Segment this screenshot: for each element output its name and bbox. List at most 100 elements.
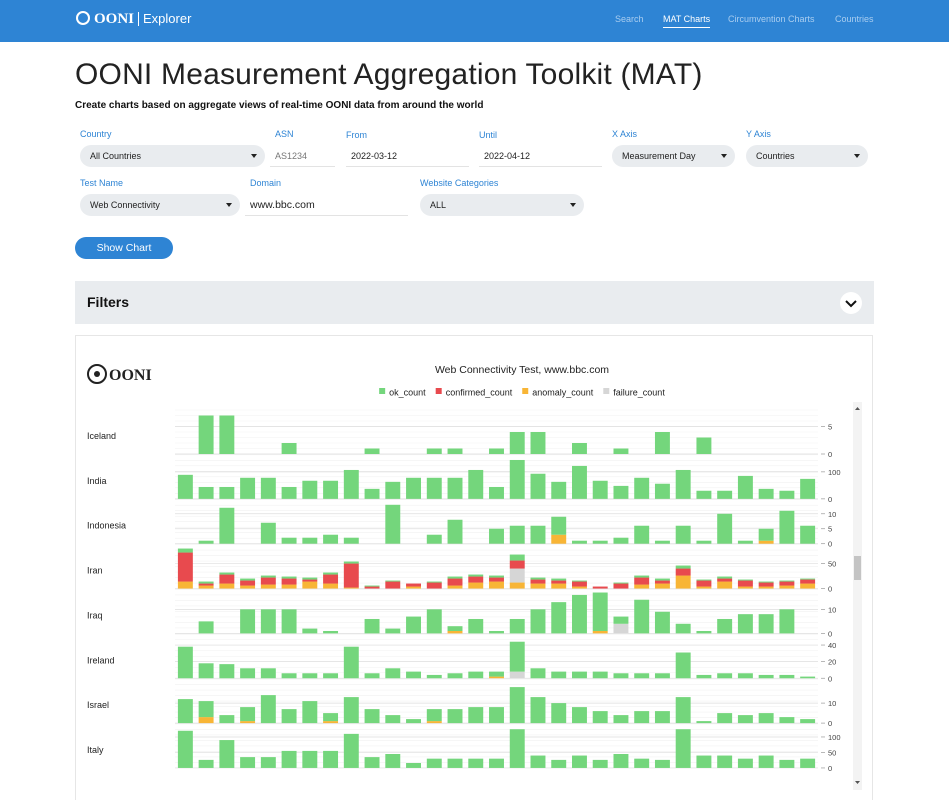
bar-segment <box>530 525 546 544</box>
bar-segment <box>800 525 816 544</box>
legend-label: confirmed_count <box>446 388 513 398</box>
brand[interactable]: OONI <box>94 11 135 27</box>
select[interactable]: Measurement Day <box>612 145 735 167</box>
bar-segment <box>468 469 484 499</box>
filters-panel[interactable]: Filters <box>75 281 874 324</box>
nav-link[interactable]: Search <box>615 14 644 24</box>
bar-segment <box>613 673 629 679</box>
expand-button[interactable] <box>840 292 862 314</box>
bar-segment <box>302 673 318 679</box>
bar-segment <box>447 630 463 634</box>
select[interactable]: ALL <box>420 194 584 216</box>
chart-panel <box>75 335 873 800</box>
bar-segment <box>654 580 670 584</box>
show-chart-button[interactable]: Show Chart <box>75 237 173 259</box>
bar-segment <box>613 583 629 589</box>
bar-segment <box>343 697 359 724</box>
bar-segment <box>592 480 608 499</box>
bar-segment <box>406 616 421 634</box>
bar-segment <box>654 583 670 589</box>
field-label: Domain <box>250 178 282 188</box>
bar-segment <box>177 730 193 768</box>
scrollbar[interactable] <box>853 402 862 790</box>
input[interactable]: AS1234 <box>270 145 335 167</box>
legend-swatch <box>379 388 386 394</box>
y-tick-label: 5 <box>828 423 832 432</box>
bar-segment <box>696 586 712 589</box>
bar-segment <box>779 580 795 582</box>
country-label: Iran <box>87 566 103 576</box>
bar-segment <box>592 592 608 631</box>
bar-segment <box>489 758 504 768</box>
bar-segment <box>406 477 421 499</box>
nav-link[interactable]: Circumvention Charts <box>728 14 815 24</box>
bar-segment <box>281 576 297 579</box>
bar-segment <box>800 579 816 584</box>
bar-segment <box>779 585 795 589</box>
bar-segment <box>343 563 359 588</box>
bar-segment <box>530 755 546 768</box>
bar-segment <box>260 577 276 585</box>
select[interactable]: Countries <box>746 145 868 167</box>
bar-segment <box>696 630 712 634</box>
bar-segment <box>447 477 463 499</box>
bar-segment <box>758 540 774 544</box>
y-tick-label: 0 <box>828 450 832 459</box>
y-tick-label: 10 <box>828 699 836 708</box>
bar-segment <box>260 668 276 679</box>
bar-segment <box>758 755 774 768</box>
bar-segment <box>219 583 235 589</box>
bar-segment <box>696 674 712 679</box>
bar-segment <box>675 565 691 569</box>
bar-segment <box>489 528 504 544</box>
country-label: Italy <box>87 745 104 755</box>
bar-segment <box>800 758 816 768</box>
bar-segment <box>240 757 256 768</box>
bar-segment <box>737 580 753 587</box>
bar-segment <box>447 519 463 544</box>
bar-segment <box>323 713 339 722</box>
bar-segment <box>675 469 691 499</box>
bar-segment <box>592 630 608 634</box>
product[interactable]: Explorer <box>138 12 191 26</box>
bar-segment <box>489 630 504 634</box>
bar-segment <box>737 715 753 724</box>
select[interactable]: All Countries <box>80 145 265 167</box>
bar-segment <box>364 709 380 724</box>
bar-segment <box>406 671 421 679</box>
input[interactable]: 2022-03-12 <box>346 145 469 167</box>
bar-segment <box>758 528 774 541</box>
field-label: ASN <box>275 129 294 139</box>
bar-segment <box>240 707 256 722</box>
field-label: Test Name <box>80 178 124 188</box>
bar-segment <box>240 721 256 724</box>
scroll-thumb[interactable] <box>854 556 861 580</box>
field-label: Until <box>479 130 498 140</box>
bar-segment <box>696 580 712 587</box>
bar-segment <box>198 621 214 634</box>
nav-link[interactable]: Countries <box>835 14 874 24</box>
bar-segment <box>447 448 463 454</box>
bar-segment <box>551 759 567 768</box>
bar-segment <box>779 717 795 724</box>
bar-segment <box>675 623 691 634</box>
bar-segment <box>468 758 484 768</box>
select[interactable]: Web Connectivity <box>80 194 240 216</box>
bar-segment <box>696 579 712 581</box>
legend-label: anomaly_count <box>532 388 594 398</box>
bar-segment <box>654 611 670 634</box>
bar-segment <box>489 577 504 582</box>
bar-segment <box>302 480 318 499</box>
bar-segment <box>281 673 297 679</box>
bar-segment <box>240 578 256 581</box>
nav-link[interactable]: MAT Charts <box>663 14 711 28</box>
bar-segment <box>177 581 193 589</box>
bar-segment <box>385 581 401 589</box>
bar-segment <box>779 510 795 544</box>
bar-segment <box>343 733 359 768</box>
y-tick-label: 0 <box>828 719 832 728</box>
input[interactable]: 2022-04-12 <box>479 145 602 167</box>
bar-segment <box>758 713 774 724</box>
input[interactable]: www.bbc.com <box>245 194 408 216</box>
bar-segment <box>240 609 256 634</box>
